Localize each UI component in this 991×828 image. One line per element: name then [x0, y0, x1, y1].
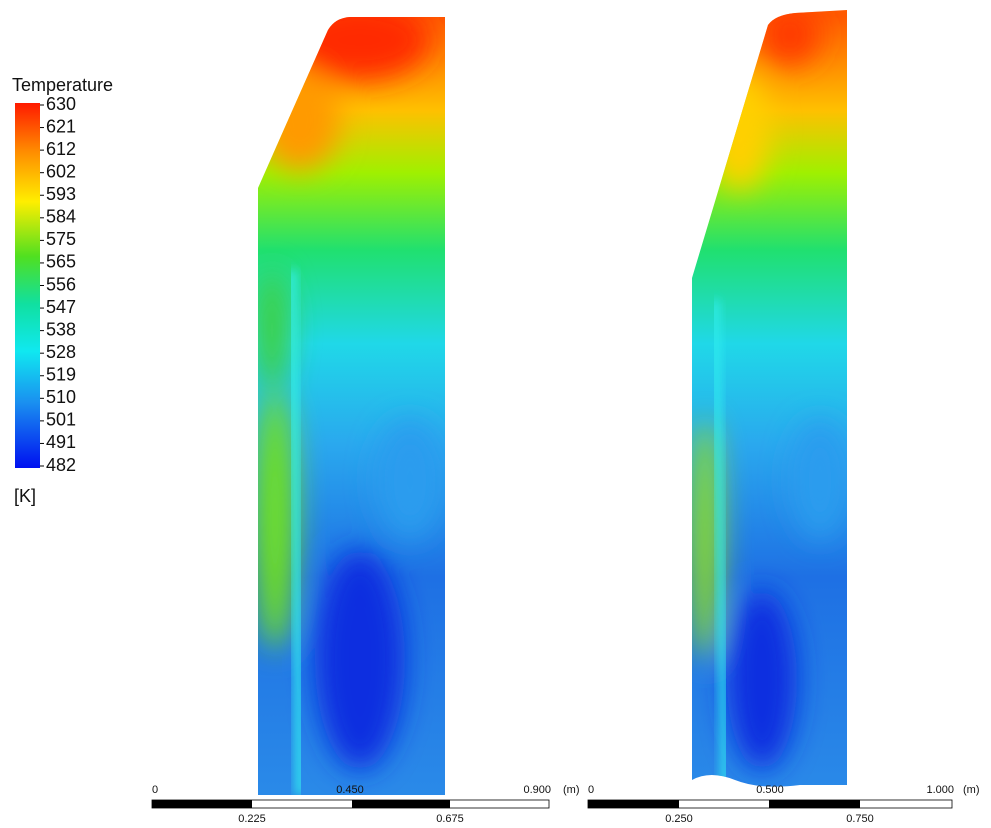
scale-bar-right: [587, 799, 953, 809]
scale-unit: (m): [963, 784, 980, 796]
scale-bar-left: [151, 799, 550, 809]
legend-label: 621: [46, 116, 76, 136]
scale-label: 0.225: [238, 813, 266, 825]
legend-label: 575: [46, 229, 76, 249]
legend-label: 584: [46, 207, 76, 227]
legend-label: 630: [46, 94, 76, 114]
scale-label: 0: [152, 784, 158, 796]
legend-label: 510: [46, 387, 76, 407]
legend-label: 482: [46, 455, 76, 475]
legend-label: 602: [46, 161, 76, 181]
legend-label: 501: [46, 410, 76, 430]
legend-label: 612: [46, 139, 76, 159]
contour-right: [692, 10, 847, 787]
scale-label: 1.000: [926, 784, 954, 796]
scale-label: 0.900: [523, 784, 551, 796]
scale-label: 0.675: [436, 813, 464, 825]
scale-label: 0.250: [665, 813, 693, 825]
scale-unit: (m): [563, 784, 580, 796]
legend-label: 547: [46, 297, 76, 317]
legend-label: 528: [46, 342, 76, 362]
scale-label: 0.750: [846, 813, 874, 825]
scale-label: 0.450: [336, 784, 364, 796]
legend-label: 565: [46, 252, 76, 272]
legend-title: Temperature: [12, 75, 113, 95]
legend-label: 556: [46, 274, 76, 294]
legend-unit: [K]: [14, 486, 36, 506]
color-bar: [15, 103, 40, 468]
legend-label: 519: [46, 365, 76, 385]
legend-label: 491: [46, 432, 76, 452]
contour-left: [258, 17, 445, 795]
legend-label: 538: [46, 319, 76, 339]
scale-label: 0.500: [756, 784, 784, 796]
scale-label: 0: [588, 784, 594, 796]
legend-label: 593: [46, 184, 76, 204]
